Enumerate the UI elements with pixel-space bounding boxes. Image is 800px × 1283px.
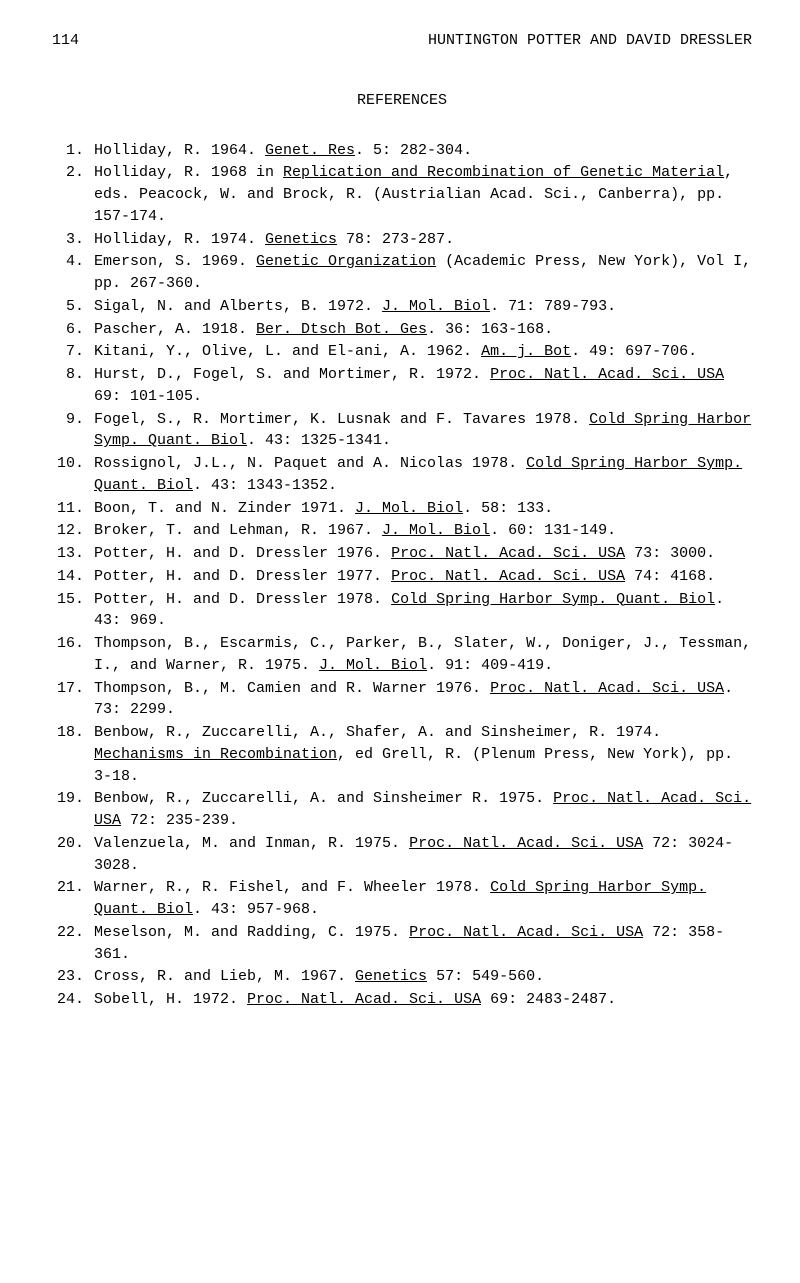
reference-number: 5.: [52, 296, 94, 318]
reference-number: 16.: [52, 633, 94, 655]
reference-item: 17.Thompson, B., M. Camien and R. Warner…: [52, 678, 752, 722]
reference-text: Potter, H. and D. Dressler 1978. Cold Sp…: [94, 589, 752, 633]
reference-text: Warner, R., R. Fishel, and F. Wheeler 19…: [94, 877, 752, 921]
reference-item: 23.Cross, R. and Lieb, M. 1967. Genetics…: [52, 966, 752, 988]
reference-text: Sobell, H. 1972. Proc. Natl. Acad. Sci. …: [94, 989, 752, 1011]
reference-number: 17.: [52, 678, 94, 700]
reference-text: Valenzuela, M. and Inman, R. 1975. Proc.…: [94, 833, 752, 877]
reference-number: 14.: [52, 566, 94, 588]
section-title: REFERENCES: [52, 90, 752, 112]
reference-number: 22.: [52, 922, 94, 944]
reference-text: Potter, H. and D. Dressler 1976. Proc. N…: [94, 543, 752, 565]
reference-text: Benbow, R., Zuccarelli, A., Shafer, A. a…: [94, 722, 752, 787]
reference-number: 7.: [52, 341, 94, 363]
reference-item: 22.Meselson, M. and Radding, C. 1975. Pr…: [52, 922, 752, 966]
reference-item: 2.Holliday, R. 1968 in Replication and R…: [52, 162, 752, 227]
reference-text: Holliday, R. 1974. Genetics 78: 273-287.: [94, 229, 752, 251]
reference-item: 12.Broker, T. and Lehman, R. 1967. J. Mo…: [52, 520, 752, 542]
page-number: 114: [52, 30, 79, 52]
reference-item: 1.Holliday, R. 1964. Genet. Res. 5: 282-…: [52, 140, 752, 162]
reference-item: 13.Potter, H. and D. Dressler 1976. Proc…: [52, 543, 752, 565]
reference-text: Potter, H. and D. Dressler 1977. Proc. N…: [94, 566, 752, 588]
reference-text: Meselson, M. and Radding, C. 1975. Proc.…: [94, 922, 752, 966]
reference-text: Sigal, N. and Alberts, B. 1972. J. Mol. …: [94, 296, 752, 318]
reference-number: 9.: [52, 409, 94, 431]
reference-number: 10.: [52, 453, 94, 475]
reference-item: 3.Holliday, R. 1974. Genetics 78: 273-28…: [52, 229, 752, 251]
reference-number: 24.: [52, 989, 94, 1011]
reference-item: 10.Rossignol, J.L., N. Paquet and A. Nic…: [52, 453, 752, 497]
reference-item: 8.Hurst, D., Fogel, S. and Mortimer, R. …: [52, 364, 752, 408]
header-title: HUNTINGTON POTTER AND DAVID DRESSLER: [428, 30, 752, 52]
reference-text: Thompson, B., Escarmis, C., Parker, B., …: [94, 633, 752, 677]
reference-text: Pascher, A. 1918. Ber. Dtsch Bot. Ges. 3…: [94, 319, 752, 341]
reference-text: Holliday, R. 1968 in Replication and Rec…: [94, 162, 752, 227]
reference-item: 11.Boon, T. and N. Zinder 1971. J. Mol. …: [52, 498, 752, 520]
reference-text: Benbow, R., Zuccarelli, A. and Sinsheime…: [94, 788, 752, 832]
references-list: 1.Holliday, R. 1964. Genet. Res. 5: 282-…: [52, 140, 752, 1011]
reference-number: 23.: [52, 966, 94, 988]
reference-number: 2.: [52, 162, 94, 184]
reference-number: 6.: [52, 319, 94, 341]
reference-number: 13.: [52, 543, 94, 565]
reference-text: Holliday, R. 1964. Genet. Res. 5: 282-30…: [94, 140, 752, 162]
reference-number: 8.: [52, 364, 94, 386]
reference-item: 5.Sigal, N. and Alberts, B. 1972. J. Mol…: [52, 296, 752, 318]
reference-item: 20.Valenzuela, M. and Inman, R. 1975. Pr…: [52, 833, 752, 877]
reference-item: 7.Kitani, Y., Olive, L. and El-ani, A. 1…: [52, 341, 752, 363]
reference-number: 19.: [52, 788, 94, 810]
reference-item: 16.Thompson, B., Escarmis, C., Parker, B…: [52, 633, 752, 677]
reference-number: 4.: [52, 251, 94, 273]
reference-text: Fogel, S., R. Mortimer, K. Lusnak and F.…: [94, 409, 752, 453]
reference-number: 3.: [52, 229, 94, 251]
reference-number: 18.: [52, 722, 94, 744]
reference-item: 4.Emerson, S. 1969. Genetic Organization…: [52, 251, 752, 295]
reference-item: 24.Sobell, H. 1972. Proc. Natl. Acad. Sc…: [52, 989, 752, 1011]
reference-number: 11.: [52, 498, 94, 520]
reference-item: 15.Potter, H. and D. Dressler 1978. Cold…: [52, 589, 752, 633]
reference-text: Broker, T. and Lehman, R. 1967. J. Mol. …: [94, 520, 752, 542]
reference-item: 6.Pascher, A. 1918. Ber. Dtsch Bot. Ges.…: [52, 319, 752, 341]
reference-item: 9.Fogel, S., R. Mortimer, K. Lusnak and …: [52, 409, 752, 453]
reference-text: Cross, R. and Lieb, M. 1967. Genetics 57…: [94, 966, 752, 988]
reference-number: 1.: [52, 140, 94, 162]
reference-number: 12.: [52, 520, 94, 542]
reference-item: 14.Potter, H. and D. Dressler 1977. Proc…: [52, 566, 752, 588]
reference-text: Rossignol, J.L., N. Paquet and A. Nicola…: [94, 453, 752, 497]
reference-text: Emerson, S. 1969. Genetic Organization (…: [94, 251, 752, 295]
reference-text: Thompson, B., M. Camien and R. Warner 19…: [94, 678, 752, 722]
reference-number: 21.: [52, 877, 94, 899]
reference-text: Kitani, Y., Olive, L. and El-ani, A. 196…: [94, 341, 752, 363]
reference-text: Boon, T. and N. Zinder 1971. J. Mol. Bio…: [94, 498, 752, 520]
reference-item: 21.Warner, R., R. Fishel, and F. Wheeler…: [52, 877, 752, 921]
page-header: 114 HUNTINGTON POTTER AND DAVID DRESSLER: [52, 30, 752, 52]
reference-item: 19.Benbow, R., Zuccarelli, A. and Sinshe…: [52, 788, 752, 832]
reference-item: 18.Benbow, R., Zuccarelli, A., Shafer, A…: [52, 722, 752, 787]
reference-text: Hurst, D., Fogel, S. and Mortimer, R. 19…: [94, 364, 752, 408]
reference-number: 20.: [52, 833, 94, 855]
reference-number: 15.: [52, 589, 94, 611]
